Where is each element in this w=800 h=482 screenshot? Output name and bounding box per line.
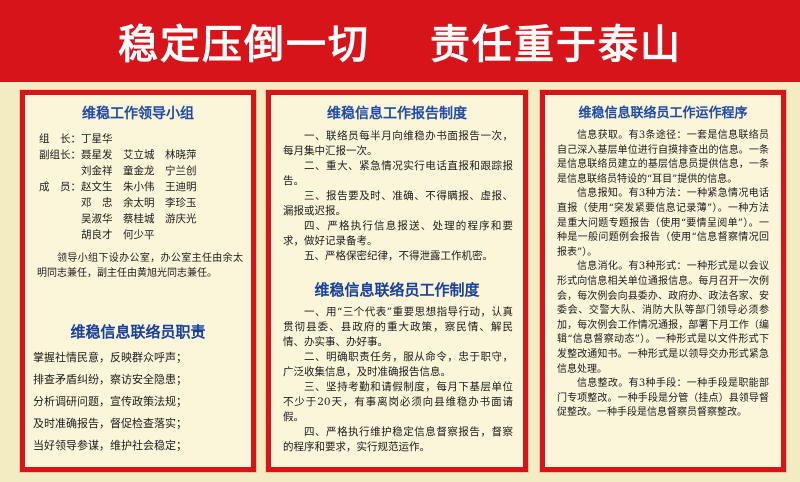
procedure-title: 维稳信息联络员工作运作程序 (578, 106, 748, 121)
leadership-panel: 维稳工作领导小组 组 长：丁星华 副组长：聂星发 艾立城 林晓萍 刘金祥 童金龙… (19, 89, 257, 473)
procedure-paragraph: 信息消化。有3种形式：一种形式是以会议形式向信息相关单位通报信息。每月召开一次例… (557, 261, 769, 375)
duty-item: 排查矛盾纠纷，察访安全隐患； (33, 373, 187, 386)
duty-item: 当好领导参谋，维护社会稳定； (33, 439, 187, 452)
report-item: 四、严格执行信息报送、处理的程序和要求，做好记录备考。 (283, 220, 513, 247)
procedure-panel: 维稳信息联络员工作运作程序 信息获取。有3条途径：一套是信息联络员自己深入基层单… (539, 89, 787, 473)
duty-item: 及时准确报告，督促检查落实； (33, 417, 187, 430)
report-item: 二、重大、紧急情况实行电话直报和跟踪报告。 (283, 160, 513, 187)
work-item: 四、严格执行维护稳定信息督察报告，督察的程序和要求，实行规范运作。 (283, 426, 513, 453)
work-item: 三、坚持考勤和请假制度，每月下基层单位不少于20天，有事离岗必须向县维稳办书面请… (283, 381, 513, 423)
office-note: 领导小组下设办公室，办公室主任由余太明同志兼任，副主任由黄旭光同志兼任。 (37, 253, 243, 279)
roster-row: 刘金祥 童金龙 宁兰创 (81, 165, 197, 177)
leadership-roster: 组 长：丁星华 副组长：聂星发 艾立城 林晓萍 刘金祥 童金龙 宁兰创 成 员：… (39, 131, 245, 243)
procedure-paragraph: 信息整改。有3种手段：一种手段是职能部门专项整改。一种手段是分管（挂点）县领导督… (557, 378, 769, 419)
roster-row: 成 员：赵文生 朱小伟 王迪明 (39, 181, 197, 193)
report-system-items: 一、联络员每半月向维稳办书面报告一次，每月集中汇报一次。 二、重大、紧急情况实行… (283, 129, 513, 264)
report-item: 一、联络员每半月向维稳办书面报告一次，每月集中汇报一次。 (283, 130, 513, 157)
banner-slogan: 稳定压倒一切 责任重于泰山 (0, 14, 800, 68)
roster-row: 胡良才 何少平 (81, 229, 155, 241)
report-system-title: 维稳信息工作报告制度 (327, 106, 467, 122)
slogan-left: 稳定压倒一切 (118, 22, 370, 68)
procedure-items: 信息获取。有3条途径：一套是信息联络员自己深入基层单位进行自摸排查出的信息。一条… (557, 129, 769, 421)
work-system-title: 维稳信息联络员工作制度 (314, 281, 480, 299)
duty-item: 掌握社情民意，反映群众呼声； (33, 351, 187, 364)
report-system-panel: 维稳信息工作报告制度 一、联络员每半月向维稳办书面报告一次，每月集中汇报一次。 … (265, 89, 529, 473)
work-item: 二、明确职责任务，服从命令，忠于职守，广泛收集信息，及时准确报告信息。 (283, 351, 513, 378)
work-item: 一、用“三个代表”重要思想指导行动，认真贯彻县委、县政府的重大政策，察民情、解民… (283, 306, 513, 348)
work-system-items: 一、用“三个代表”重要思想指导行动，认真贯彻县委、县政府的重大政策，察民情、解民… (283, 305, 513, 455)
report-item: 五、严格保密纪律，不得泄露工作机密。 (304, 250, 493, 262)
slogan-right: 责任重于泰山 (430, 22, 682, 68)
procedure-paragraph: 信息报知。有3种方法：一种紧急情况电话直报（使用“突发紧要信息记录薄”）。一种方… (557, 188, 769, 258)
roster-row: 邓 忠 余太明 李珍玉 (81, 197, 197, 209)
duties-list: 掌握社情民意，反映群众呼声； 排查矛盾纠纷，察访安全隐患； 分析调研问题，宣传政… (33, 347, 247, 457)
procedure-paragraph: 信息获取。有3条途径：一套是信息联络员自己深入基层单位进行自摸排查出的信息。一条… (557, 130, 769, 185)
leadership-title: 维稳工作领导小组 (82, 106, 194, 122)
header-banner: 稳定压倒一切 责任重于泰山 (0, 0, 800, 82)
roster-row: 吴淑华 蔡桂城 游庆光 (81, 213, 197, 225)
roster-row: 组 长：丁星华 (39, 133, 113, 145)
notice-board: 维稳工作领导小组 组 长：丁星华 副组长：聂星发 艾立城 林晓萍 刘金祥 童金龙… (0, 82, 800, 482)
duties-title: 维稳信息联络员职责 (70, 323, 206, 341)
report-item: 三、报告要及时、准确、不得瞒报、虚报、漏报或迟报。 (283, 190, 513, 217)
duty-item: 分析调研问题，宣传政策法规； (33, 395, 187, 408)
roster-row: 副组长：聂星发 艾立城 林晓萍 (39, 149, 197, 161)
